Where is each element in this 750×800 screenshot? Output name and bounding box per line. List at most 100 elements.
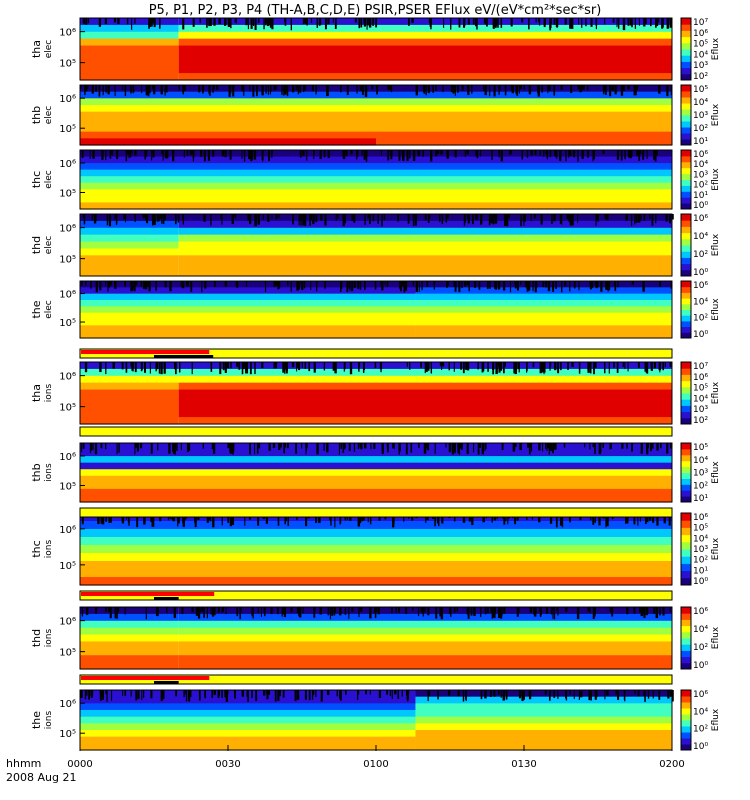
colorbar-segment (681, 315, 691, 322)
speckle-mark (275, 281, 278, 286)
speckle-mark (495, 362, 498, 374)
speckle-mark (639, 607, 642, 613)
panel-label-elec: elec (44, 170, 54, 189)
colorbar-tick-label: 10⁶ (693, 150, 708, 160)
speckle-mark (513, 443, 516, 450)
speckle-mark (282, 690, 285, 698)
speckle-mark (464, 281, 466, 287)
speckle-mark (126, 18, 129, 25)
colorbar-segment (681, 263, 691, 271)
panel-label-tha: tha (30, 384, 43, 402)
colorbar-tick-label: 10⁴ (693, 534, 708, 544)
speckle-mark (155, 362, 157, 372)
colorbar-frame (680, 84, 692, 146)
colorbar-segment (681, 203, 691, 210)
speckle-mark (427, 607, 430, 616)
speckle-mark (530, 214, 532, 222)
speckle-mark (553, 85, 556, 96)
speckle-mark (124, 281, 126, 287)
speckle-mark (467, 18, 470, 25)
colorbar-tick-label: 10⁶ (693, 373, 708, 383)
colorbar-frame (680, 512, 692, 586)
speckle-mark (588, 607, 591, 613)
speckle-mark (640, 607, 643, 617)
heatmap-cell (415, 306, 672, 314)
heatmap-cell (80, 105, 376, 113)
speckle-mark (335, 214, 337, 222)
speckle-mark (97, 513, 100, 525)
y-tick-label: 10⁵ (59, 188, 76, 199)
speckle-mark (505, 214, 507, 224)
speckle-mark (181, 607, 184, 614)
y-tick-label: 10⁵ (59, 648, 76, 659)
heatmap-cell (376, 545, 672, 554)
panel-label-the: the (30, 300, 43, 318)
colorbar-segment (681, 179, 691, 186)
colorbar-frame (680, 689, 692, 751)
colorbar-segment (681, 466, 691, 473)
y-tick-label: 10⁶ (59, 617, 76, 628)
speckle-mark (315, 513, 318, 523)
heatmap-cell (376, 495, 672, 503)
heatmap-cell (376, 98, 672, 106)
speckle-mark (108, 513, 111, 524)
speckle-mark (479, 607, 482, 617)
heatmap-cell (80, 220, 179, 229)
speckle-mark (606, 214, 609, 221)
speckle-mark (243, 150, 246, 162)
speckle-mark (176, 443, 178, 451)
speckle-mark (545, 607, 549, 614)
heatmap-cell (376, 189, 672, 197)
speckle-mark (84, 85, 86, 96)
heatmap-cell (80, 85, 376, 93)
speckle-mark (592, 150, 594, 162)
speckle-mark (90, 443, 93, 451)
speckle-mark (236, 281, 239, 288)
speckle-mark (635, 214, 638, 223)
speckle-mark (159, 18, 161, 29)
heatmap-cell (80, 475, 376, 483)
heatmap-cell (80, 306, 416, 314)
panel-label-ions: ions (44, 539, 54, 558)
colorbar-label: Eflux (711, 461, 721, 484)
colorbar-segment (681, 30, 691, 38)
speckle-mark (461, 281, 463, 289)
y-tick-label: 10⁶ (59, 159, 76, 170)
speckle-mark (457, 690, 460, 697)
speckle-mark (473, 607, 475, 614)
speckle-mark (249, 362, 252, 375)
heatmap-cell (80, 561, 376, 570)
speckle-mark (669, 214, 671, 224)
colorbar-tick-label: 10⁰ (693, 268, 708, 278)
speckle-mark (334, 362, 337, 374)
speckle-mark (453, 85, 456, 93)
heatmap-cell (415, 743, 672, 751)
speckle-mark (659, 281, 662, 287)
speckle-mark (406, 150, 409, 162)
speckle-mark (437, 150, 440, 155)
heatmap-cell (415, 287, 672, 295)
speckle-mark (609, 85, 611, 95)
speckle-mark (604, 85, 607, 95)
speckle-mark (224, 18, 227, 25)
colorbar-segment (681, 167, 691, 175)
speckle-mark (540, 214, 543, 225)
speckle-mark (266, 690, 269, 700)
speckle-mark (273, 362, 275, 369)
speckle-mark (587, 362, 590, 373)
speckle-mark (151, 150, 153, 161)
speckle-mark (110, 690, 113, 701)
colorbar-segment (681, 577, 691, 586)
speckle-mark (535, 18, 537, 23)
speckle-mark (155, 281, 157, 291)
speckle-mark (545, 443, 547, 449)
speckle-mark (573, 150, 576, 158)
speckle-mark (435, 607, 438, 619)
speckle-mark (627, 362, 629, 372)
speckle-mark (257, 18, 260, 23)
speckle-mark (393, 443, 395, 449)
speckle-mark (667, 690, 670, 699)
speckle-mark (552, 281, 555, 292)
